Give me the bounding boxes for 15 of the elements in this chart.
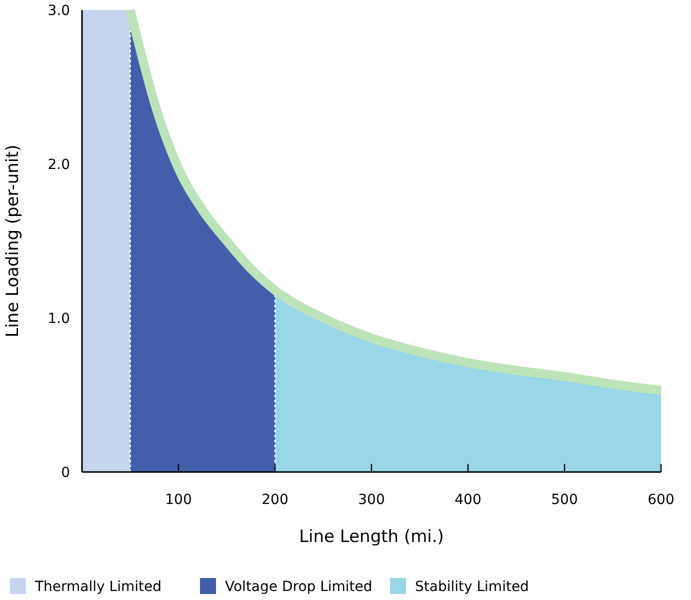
x-tick-label: 300 <box>358 492 385 508</box>
legend-label: Voltage Drop Limited <box>225 579 372 595</box>
y-tick-label: 3.0 <box>48 3 70 19</box>
x-axis-title: Line Length (mi.) <box>299 527 444 547</box>
y-tick-label: 2.0 <box>48 157 70 173</box>
y-tick-label: 1.0 <box>48 311 70 327</box>
x-tick-label: 500 <box>551 492 578 508</box>
x-tick-label: 200 <box>262 492 288 508</box>
x-tick-label: 100 <box>165 492 192 508</box>
y-axis-title: Line Loading (per-unit) <box>3 144 23 338</box>
y-tick-label: 0 <box>61 465 70 481</box>
legend-label: Thermally Limited <box>34 579 162 595</box>
x-tick-label: 400 <box>454 492 482 508</box>
legend-label: Stability Limited <box>415 579 529 595</box>
x-tick-label: 600 <box>648 492 674 508</box>
